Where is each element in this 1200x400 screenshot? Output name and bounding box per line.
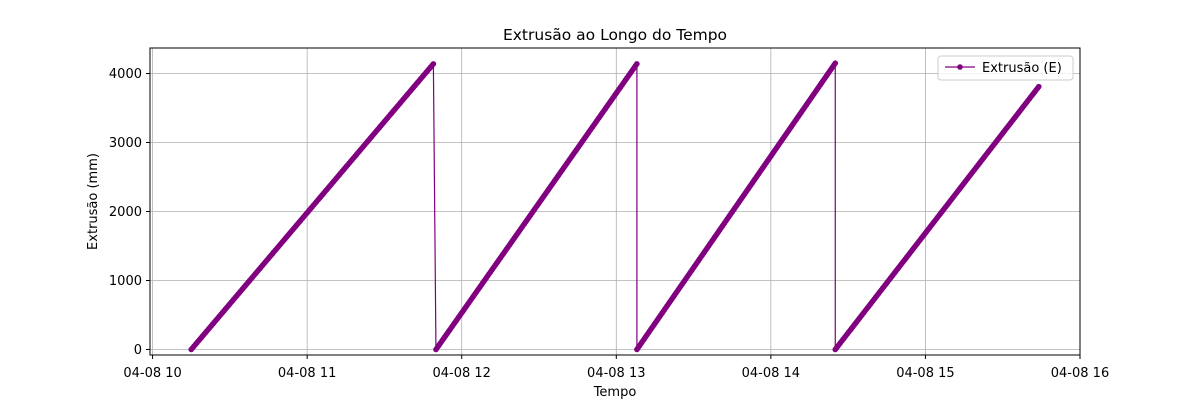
grid: [150, 48, 1081, 355]
legend-box: [937, 55, 1074, 81]
data-point: [430, 61, 437, 67]
x-axis: 04-08 10 04-08 11 04-08 12 04-08 13 04-08 14…: [123, 355, 1109, 381]
y-tick-label: 3000: [109, 136, 142, 151]
y-tick-label: 0: [134, 343, 142, 358]
y-tick-label: 2000: [109, 205, 142, 220]
legend: Extrusão (E): [937, 55, 1074, 81]
x-tick-label: 04-08 10: [123, 366, 181, 381]
series-layer: [188, 60, 1042, 353]
series-line: [190, 61, 1040, 352]
chart-title: Extrusão ao Longo do Tempo: [503, 26, 727, 44]
y-axis-label: Extrusão (mm): [86, 153, 101, 250]
plot-frame: [149, 47, 1081, 356]
x-tick-label: 04-08 14: [742, 366, 800, 381]
legend-marker-sample: [957, 64, 963, 70]
x-tick-label: 04-08 15: [896, 366, 954, 381]
legend-label: Extrusão (E): [982, 61, 1062, 76]
y-axis: 0 1000 2000 3000 4000: [109, 67, 150, 358]
y-tick-label: 4000: [109, 67, 142, 82]
x-tick-label: 04-08 12: [432, 366, 490, 381]
data-point: [832, 60, 839, 66]
x-tick-label: 04-08 11: [278, 366, 336, 381]
x-tick-label: 04-08 16: [1051, 366, 1109, 381]
data-point: [1035, 83, 1042, 90]
x-tick-label: 04-08 13: [587, 366, 645, 381]
data-point: [634, 61, 640, 67]
x-axis-label: Tempo: [593, 385, 637, 400]
y-tick-label: 1000: [109, 274, 142, 289]
